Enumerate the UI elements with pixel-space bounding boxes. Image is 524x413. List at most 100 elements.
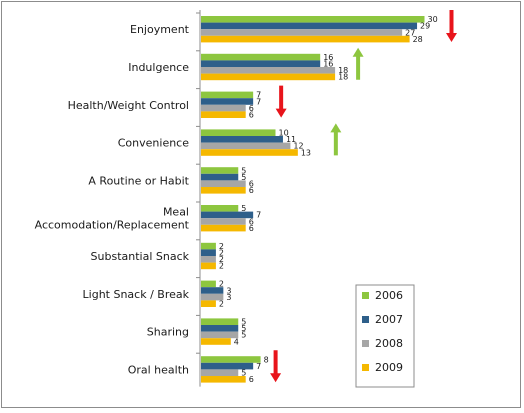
bar-2006 bbox=[201, 16, 425, 23]
bar-2006 bbox=[201, 280, 216, 288]
value-label: 2 bbox=[219, 249, 224, 258]
legend-swatch bbox=[362, 292, 369, 299]
value-label: 2 bbox=[219, 255, 224, 264]
bar-2006 bbox=[201, 129, 276, 136]
value-label: 28 bbox=[413, 35, 423, 44]
bar-2006 bbox=[201, 91, 254, 99]
category-label: Health/Weight Control bbox=[68, 99, 189, 112]
value-label: 18 bbox=[338, 73, 348, 82]
value-label: 5 bbox=[241, 173, 246, 182]
value-label: 5 bbox=[241, 331, 246, 340]
bar-2006 bbox=[201, 242, 216, 250]
trend-arrow-up-icon bbox=[352, 47, 364, 80]
legend-label: 2006 bbox=[375, 289, 403, 302]
category-label: Substantial Snack bbox=[91, 250, 190, 263]
bar-2008 bbox=[201, 29, 403, 36]
value-label: 7 bbox=[256, 362, 261, 371]
value-label: 2 bbox=[219, 300, 224, 309]
bar-2008 bbox=[201, 67, 336, 74]
value-label: 5 bbox=[241, 204, 246, 213]
value-label: 3 bbox=[226, 293, 231, 302]
bar-2008 bbox=[201, 369, 239, 376]
value-label: 16 bbox=[323, 53, 333, 62]
category-label: A Routine or Habit bbox=[88, 174, 189, 187]
horizontal-bar-chart: Enjoyment30292728Indulgence16161818Healt… bbox=[35, 10, 457, 388]
value-label: 2 bbox=[219, 262, 224, 271]
category-label: Convenience bbox=[118, 137, 189, 150]
chart-frame: Enjoyment 30 29 27 28 Indulgence 16 16 18 18 Healt… bbox=[1, 1, 521, 408]
value-label: 4 bbox=[234, 337, 239, 346]
value-label: 6 bbox=[249, 224, 254, 233]
value-label: 30 bbox=[428, 15, 438, 24]
value-label: 18 bbox=[338, 66, 348, 75]
bar-2006 bbox=[201, 318, 239, 325]
category-label: Indulgence bbox=[128, 61, 189, 74]
bar-2009 bbox=[201, 338, 231, 345]
trend-arrow-down-icon bbox=[446, 10, 457, 42]
value-label: 5 bbox=[241, 324, 246, 333]
value-label: 6 bbox=[249, 217, 254, 226]
value-label: 27 bbox=[405, 28, 415, 37]
value-label: 5 bbox=[241, 369, 246, 378]
bar-2009 bbox=[201, 35, 410, 43]
category-label: Light Snack / Break bbox=[83, 288, 190, 301]
bar-2009 bbox=[201, 111, 246, 118]
bar-2009 bbox=[201, 376, 246, 383]
bar-2006 bbox=[201, 356, 261, 363]
bar-2008 bbox=[201, 331, 239, 339]
value-label: 11 bbox=[286, 135, 296, 144]
bar-2009 bbox=[201, 224, 246, 232]
category-label: Accomodation/Replacement bbox=[35, 219, 190, 232]
bar-2007 bbox=[201, 173, 239, 181]
bar-2008 bbox=[201, 256, 216, 263]
value-label: 3 bbox=[226, 286, 231, 295]
value-label: 6 bbox=[249, 375, 254, 384]
bar-2009 bbox=[201, 300, 216, 307]
bar-2007 bbox=[201, 60, 321, 67]
bar-2006 bbox=[201, 167, 239, 174]
legend-label: 2009 bbox=[375, 361, 403, 374]
category-label: Meal bbox=[163, 206, 189, 219]
bar-2007 bbox=[201, 362, 254, 370]
value-label: 6 bbox=[249, 111, 254, 120]
value-label: 6 bbox=[249, 186, 254, 195]
bar-2007 bbox=[201, 287, 224, 294]
trend-arrow-up-icon bbox=[330, 123, 342, 156]
bar-2007 bbox=[201, 325, 239, 332]
bar-2007 bbox=[201, 98, 254, 105]
value-label: 6 bbox=[249, 180, 254, 189]
trend-arrow-down-icon bbox=[275, 85, 287, 118]
category-label: Enjoyment bbox=[130, 23, 190, 36]
value-label: 2 bbox=[219, 280, 224, 289]
bar-2009 bbox=[201, 149, 298, 156]
legend-swatch bbox=[362, 364, 369, 371]
value-label: 7 bbox=[256, 91, 261, 100]
legend-swatch bbox=[362, 340, 369, 347]
bar-2006 bbox=[201, 205, 239, 212]
trend-arrow-down-icon bbox=[270, 350, 282, 383]
value-label: 8 bbox=[264, 355, 269, 364]
legend-label: 2008 bbox=[375, 337, 403, 350]
bar-2008 bbox=[201, 218, 246, 225]
legend-label: 2007 bbox=[375, 313, 403, 326]
bar-2009 bbox=[201, 187, 246, 194]
value-label: 2 bbox=[219, 242, 224, 251]
bar-2008 bbox=[201, 104, 246, 112]
bar-2007 bbox=[201, 249, 216, 256]
value-label: 29 bbox=[420, 22, 430, 31]
value-label: 5 bbox=[241, 318, 246, 327]
bar-2006 bbox=[201, 53, 321, 61]
value-label: 16 bbox=[323, 60, 333, 69]
value-label: 10 bbox=[279, 129, 289, 138]
bar-2007 bbox=[201, 211, 254, 219]
category-label: Sharing bbox=[147, 326, 189, 339]
bar-2009 bbox=[201, 73, 336, 81]
bar-2008 bbox=[201, 293, 224, 301]
value-label: 12 bbox=[293, 142, 303, 151]
value-label: 7 bbox=[256, 211, 261, 220]
bar-2008 bbox=[201, 180, 246, 187]
bar-2008 bbox=[201, 142, 291, 150]
bar-2007 bbox=[201, 136, 283, 143]
legend-swatch bbox=[362, 316, 369, 323]
bar-2009 bbox=[201, 262, 216, 270]
